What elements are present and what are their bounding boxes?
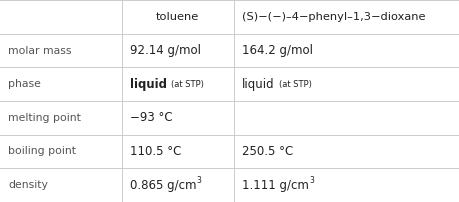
Text: 250.5 °C: 250.5 °C: [242, 145, 294, 158]
Text: phase: phase: [8, 79, 41, 89]
Text: melting point: melting point: [8, 113, 81, 123]
Text: 164.2 g/mol: 164.2 g/mol: [242, 44, 313, 57]
Text: boiling point: boiling point: [8, 146, 76, 157]
Text: 110.5 °C: 110.5 °C: [130, 145, 181, 158]
Text: 3: 3: [196, 176, 202, 185]
Text: molar mass: molar mass: [8, 45, 72, 56]
Text: 1.111 g/cm: 1.111 g/cm: [242, 179, 309, 192]
Text: (at STP): (at STP): [279, 80, 312, 89]
Text: liquid: liquid: [130, 78, 167, 91]
Text: 0.865 g/cm: 0.865 g/cm: [130, 179, 196, 192]
Text: (at STP): (at STP): [171, 80, 203, 89]
Text: −93 °C: −93 °C: [130, 111, 173, 124]
Text: 92.14 g/mol: 92.14 g/mol: [130, 44, 201, 57]
Text: toluene: toluene: [156, 12, 200, 22]
Text: 3: 3: [309, 176, 314, 185]
Text: density: density: [8, 180, 48, 190]
Text: (S)−(−)–4−phenyl–1,3−dioxane: (S)−(−)–4−phenyl–1,3−dioxane: [242, 12, 426, 22]
Text: liquid: liquid: [242, 78, 275, 91]
